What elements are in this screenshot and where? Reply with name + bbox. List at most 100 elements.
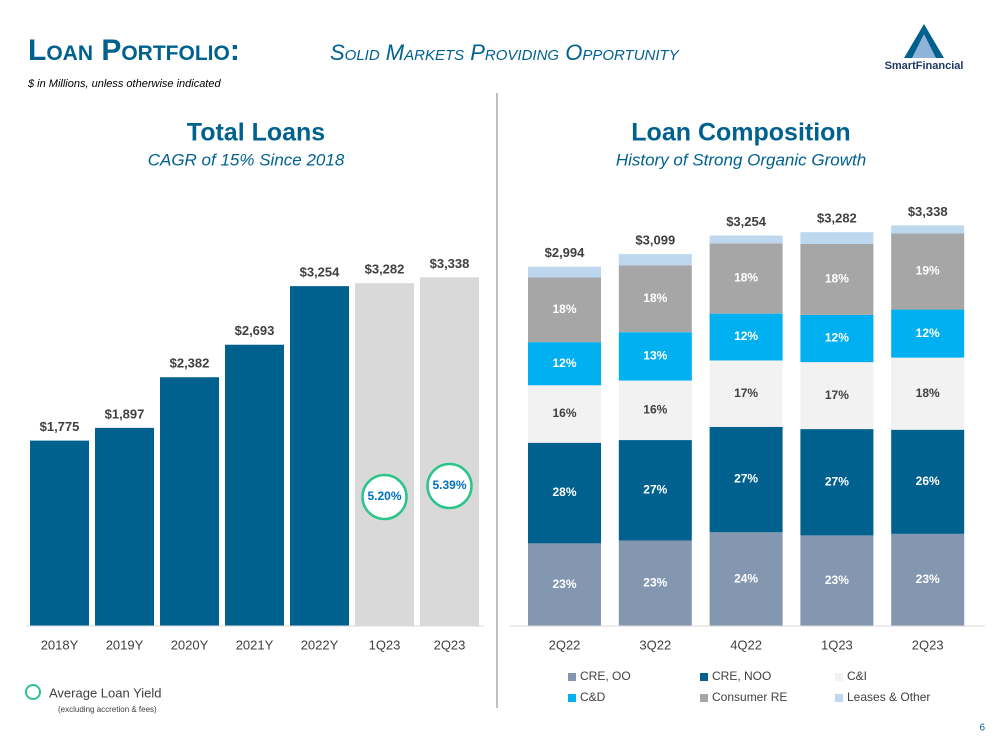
segment-label: 28% <box>552 485 576 499</box>
slide-subtitle: $ in Millions, unless otherwise indicate… <box>27 78 221 90</box>
bar <box>355 283 414 626</box>
bar-segment <box>528 342 601 386</box>
value-label: $1,775 <box>40 419 80 434</box>
yield-label: 5.20% <box>367 489 401 503</box>
x-tick-label: 3Q22 <box>639 637 671 652</box>
segment-label: 23% <box>552 577 576 591</box>
logo: SmartFinancial <box>885 24 964 72</box>
legend-swatch <box>568 694 576 702</box>
segment-label: 18% <box>643 291 667 305</box>
x-tick-label: 2019Y <box>106 637 144 652</box>
bar-segment <box>618 254 692 266</box>
chart-subtitle: History of Strong Organic Growth <box>616 150 866 169</box>
segment-label: 12% <box>552 356 576 370</box>
bar-segment <box>528 442 601 544</box>
bar-segment <box>709 426 783 533</box>
legend-swatch <box>835 694 843 702</box>
bar-segment <box>618 440 692 541</box>
total-label: $3,099 <box>635 233 675 248</box>
value-label: $1,897 <box>105 406 145 421</box>
bar-segment <box>800 232 874 244</box>
segment-label: 12% <box>734 329 758 343</box>
total-label: $2,994 <box>545 245 586 260</box>
x-tick-label: 1Q23 <box>821 637 853 652</box>
legend-label: Average Loan Yield <box>49 685 162 700</box>
segment-label: 27% <box>643 482 667 496</box>
yield-label: 5.39% <box>432 478 466 492</box>
bar-segment <box>709 360 783 427</box>
segment-label: 12% <box>825 331 849 345</box>
legend-label: Leases & Other <box>847 690 930 704</box>
x-tick-label: 1Q23 <box>369 637 401 652</box>
legend-swatch <box>700 673 708 681</box>
segment-label: 12% <box>916 326 940 340</box>
total-label: $3,338 <box>908 204 948 219</box>
legend-note: (excluding accretion & fees) <box>58 705 157 714</box>
bar-segment <box>709 243 783 314</box>
bar-segment <box>891 533 965 626</box>
bar-segment <box>528 277 601 343</box>
bar-segment <box>800 314 874 363</box>
bar-segment <box>709 235 783 244</box>
page-number: 6 <box>979 723 985 734</box>
bar-segment <box>618 540 692 626</box>
yield-circle <box>426 462 473 510</box>
x-tick-label: 2022Y <box>301 637 339 652</box>
bar-segment <box>800 362 874 430</box>
legend-swatch <box>835 673 843 681</box>
legend-label: CRE, NOO <box>712 669 771 683</box>
value-label: $2,693 <box>235 323 275 338</box>
segment-label: 19% <box>916 264 940 278</box>
segment-label: 18% <box>734 271 758 285</box>
bar <box>160 377 219 626</box>
bar-segment <box>709 313 783 361</box>
chart-title: Total Loans <box>187 119 325 147</box>
legend-swatch <box>700 694 708 702</box>
bar-segment <box>891 233 965 310</box>
legend-label: Consumer RE <box>712 690 787 704</box>
segment-label: 17% <box>825 388 849 402</box>
legend-swatch <box>568 673 576 681</box>
segment-label: 27% <box>734 472 758 486</box>
segment-label: 13% <box>643 349 667 363</box>
legend-swatch <box>25 684 41 700</box>
segment-label: 16% <box>643 402 667 416</box>
logo-text: SmartFinancial <box>885 60 964 72</box>
segment-label: 18% <box>916 386 940 400</box>
segment-label: 17% <box>734 386 758 400</box>
bar-segment <box>891 429 965 534</box>
slide-title-rest: Solid Markets Providing Opportunity <box>330 40 680 65</box>
segment-label: 18% <box>825 272 849 286</box>
legend-label: C&D <box>580 690 606 704</box>
segment-label: 16% <box>552 406 576 420</box>
bar-segment <box>709 532 783 626</box>
yield-circle <box>361 473 408 521</box>
bar <box>225 344 284 626</box>
segment-label: 27% <box>825 474 849 488</box>
x-tick-label: 2020Y <box>171 637 209 652</box>
slide-title: Loan Portfolio: <box>28 34 240 67</box>
x-tick-label: 2Q23 <box>434 637 466 652</box>
bar-segment <box>528 385 601 443</box>
segment-label: 18% <box>552 302 576 316</box>
bar-segment <box>800 535 874 626</box>
bar-segment <box>800 429 874 536</box>
bar <box>420 277 479 626</box>
bar <box>290 286 349 626</box>
bar-segment <box>891 357 965 430</box>
bar <box>95 427 154 626</box>
bar-segment <box>891 309 965 358</box>
total-label: $3,282 <box>817 211 857 226</box>
bar-segment <box>800 243 874 315</box>
value-label: $3,282 <box>365 262 405 277</box>
bar-segment <box>618 265 692 333</box>
x-tick-label: 2021Y <box>236 637 274 652</box>
bar <box>30 440 89 626</box>
segment-label: 24% <box>734 571 758 585</box>
x-tick-label: 4Q22 <box>730 637 762 652</box>
chart-subtitle: CAGR of 15% Since 2018 <box>148 150 345 169</box>
chart-title: Loan Composition <box>631 119 850 147</box>
logo-mark-inner <box>912 34 936 58</box>
x-tick-label: 2Q23 <box>912 637 944 652</box>
segment-label: 23% <box>825 573 849 587</box>
